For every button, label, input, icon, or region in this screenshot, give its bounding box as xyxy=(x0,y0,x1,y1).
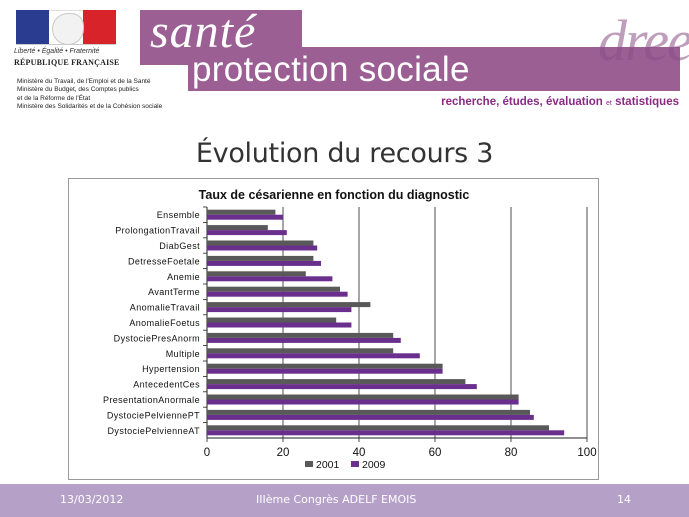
devise-text: Liberté • Égalité • Fraternité xyxy=(14,48,100,55)
legend-label-2009: 2009 xyxy=(362,459,386,471)
ministry-line: et de la Réforme de l'État xyxy=(17,94,91,102)
footer-page-number: 14 xyxy=(617,493,631,506)
marianne-icon xyxy=(52,13,84,45)
category-label: ProlongationTravail xyxy=(115,226,200,236)
category-label: DiabGest xyxy=(159,241,200,251)
bar-2009 xyxy=(207,430,565,436)
tagline-part1: recherche, études, évaluation xyxy=(441,96,603,108)
ministry-line: Ministère des Solidarités et de la Cohés… xyxy=(17,103,163,111)
bar-2001 xyxy=(207,255,314,261)
bar-2001 xyxy=(207,363,443,369)
bar-2009 xyxy=(207,276,333,282)
bar-2001 xyxy=(207,379,466,385)
ministry-line: Ministère du Travail, de l'Emploi et de … xyxy=(17,78,151,85)
bar-2001 xyxy=(207,409,530,415)
bar-2009 xyxy=(207,353,420,359)
x-tick-label: 100 xyxy=(577,447,596,459)
chart-title: Taux de césarienne en fonction du diagno… xyxy=(199,188,470,202)
category-label: DystociePelvienneAT xyxy=(108,426,201,436)
legend-swatch-2009 xyxy=(351,461,359,467)
bar-2001 xyxy=(207,225,268,231)
bar-2001 xyxy=(207,394,519,400)
bar-2001 xyxy=(207,425,549,431)
ministry-line: Ministère du Budget, des Comptes publics xyxy=(17,86,139,94)
bar-2009 xyxy=(207,260,321,266)
x-tick-label: 60 xyxy=(429,447,442,459)
bar-2009 xyxy=(207,230,287,236)
bar-chart: Taux de césarienne en fonction du diagno… xyxy=(103,188,597,471)
bar-2009 xyxy=(207,368,443,374)
bar-2001 xyxy=(207,332,394,338)
footer-bar: 13/03/2012 IIIème Congrès ADELF EMOIS 14 xyxy=(0,484,689,517)
slide-title: Évolution du recours 3 xyxy=(195,138,494,169)
bar-2001 xyxy=(207,317,337,323)
brand-protection-sociale: protection sociale xyxy=(192,50,470,89)
bar-2001 xyxy=(207,348,394,354)
category-label: Ensemble xyxy=(157,210,200,220)
tagline-et: et xyxy=(606,100,612,107)
tagline-part2: statistiques xyxy=(615,96,679,108)
bar-2009 xyxy=(207,214,283,220)
category-label: AvantTerme xyxy=(148,287,200,297)
brand-sante: santé xyxy=(150,5,257,58)
category-label: DetresseFoetale xyxy=(128,256,200,266)
footer-date: 13/03/2012 xyxy=(60,493,124,506)
x-tick-label: 40 xyxy=(353,447,366,459)
bar-2009 xyxy=(207,291,348,297)
bar-2001 xyxy=(207,302,371,308)
bar-2009 xyxy=(207,337,401,343)
republique-francaise-text: RÉPUBLIQUE FRANÇAISE xyxy=(14,58,120,67)
protection-banner xyxy=(188,47,680,91)
legend-label-2001: 2001 xyxy=(316,459,340,471)
category-label: Anemie xyxy=(167,272,200,282)
category-label: DystociePelviennePT xyxy=(107,410,200,420)
drees-logo: drees xyxy=(598,8,689,73)
legend-swatch-2001 xyxy=(305,461,313,467)
chart-frame: Taux de césarienne en fonction du diagno… xyxy=(68,178,599,480)
bar-2001 xyxy=(207,286,340,292)
ministry-list: Ministère du Travail, de l'Emploi et de … xyxy=(17,78,217,112)
bar-2001 xyxy=(207,240,314,246)
category-label: AnomalieTravail xyxy=(130,303,200,313)
bar-2001 xyxy=(207,209,276,215)
x-tick-label: 20 xyxy=(277,447,290,459)
category-label: PresentationAnormale xyxy=(103,395,200,405)
bar-2009 xyxy=(207,399,519,405)
bar-2009 xyxy=(207,414,534,420)
category-label: AntecedentCes xyxy=(133,380,200,390)
bar-2001 xyxy=(207,271,306,277)
republique-francaise-logo: Liberté • Égalité • Fraternité RÉPUBLIQU… xyxy=(14,10,119,74)
category-label: AnomalieFoetus xyxy=(129,318,200,328)
bar-2009 xyxy=(207,384,477,390)
category-label: Hypertension xyxy=(142,364,200,374)
bar-2009 xyxy=(207,245,318,251)
bar-2009 xyxy=(207,322,352,328)
x-tick-label: 80 xyxy=(505,447,518,459)
category-label: DystociePresAnorm xyxy=(114,333,200,343)
bar-2009 xyxy=(207,307,352,313)
category-label: Multiple xyxy=(166,349,200,359)
x-tick-label: 0 xyxy=(204,447,210,459)
tagline: recherche, études, évaluation et statist… xyxy=(441,96,679,108)
footer-conference: IIIème Congrès ADELF EMOIS xyxy=(256,493,417,506)
